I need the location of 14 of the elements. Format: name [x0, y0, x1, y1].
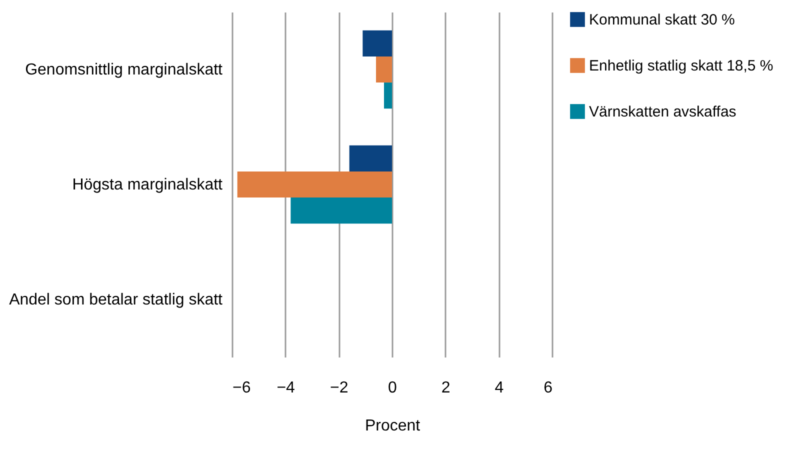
legend-label: Kommunal skatt 30 %: [589, 12, 735, 28]
y-tick-label: Högsta marginalskatt: [72, 176, 224, 194]
y-tick-label: Genomsnittlig marginalskatt: [25, 62, 224, 78]
x-tick-label: 2: [441, 380, 450, 396]
x-tick-label: −6: [232, 380, 251, 396]
x-tick-label: 0: [388, 380, 398, 396]
y-tick-label: Andel som betalar statlig skatt: [9, 292, 224, 308]
x-tick-label: −4: [276, 380, 296, 396]
x-tick-label: −2: [330, 380, 348, 396]
x-axis-title: Procent: [364, 418, 421, 434]
legend-label: Enhetlig statlig skatt 18,5 %: [589, 58, 774, 74]
x-tick-label: 6: [544, 380, 553, 396]
x-tick-label: 4: [494, 380, 504, 396]
legend-label: Värnskatten avskaffas: [589, 104, 736, 120]
